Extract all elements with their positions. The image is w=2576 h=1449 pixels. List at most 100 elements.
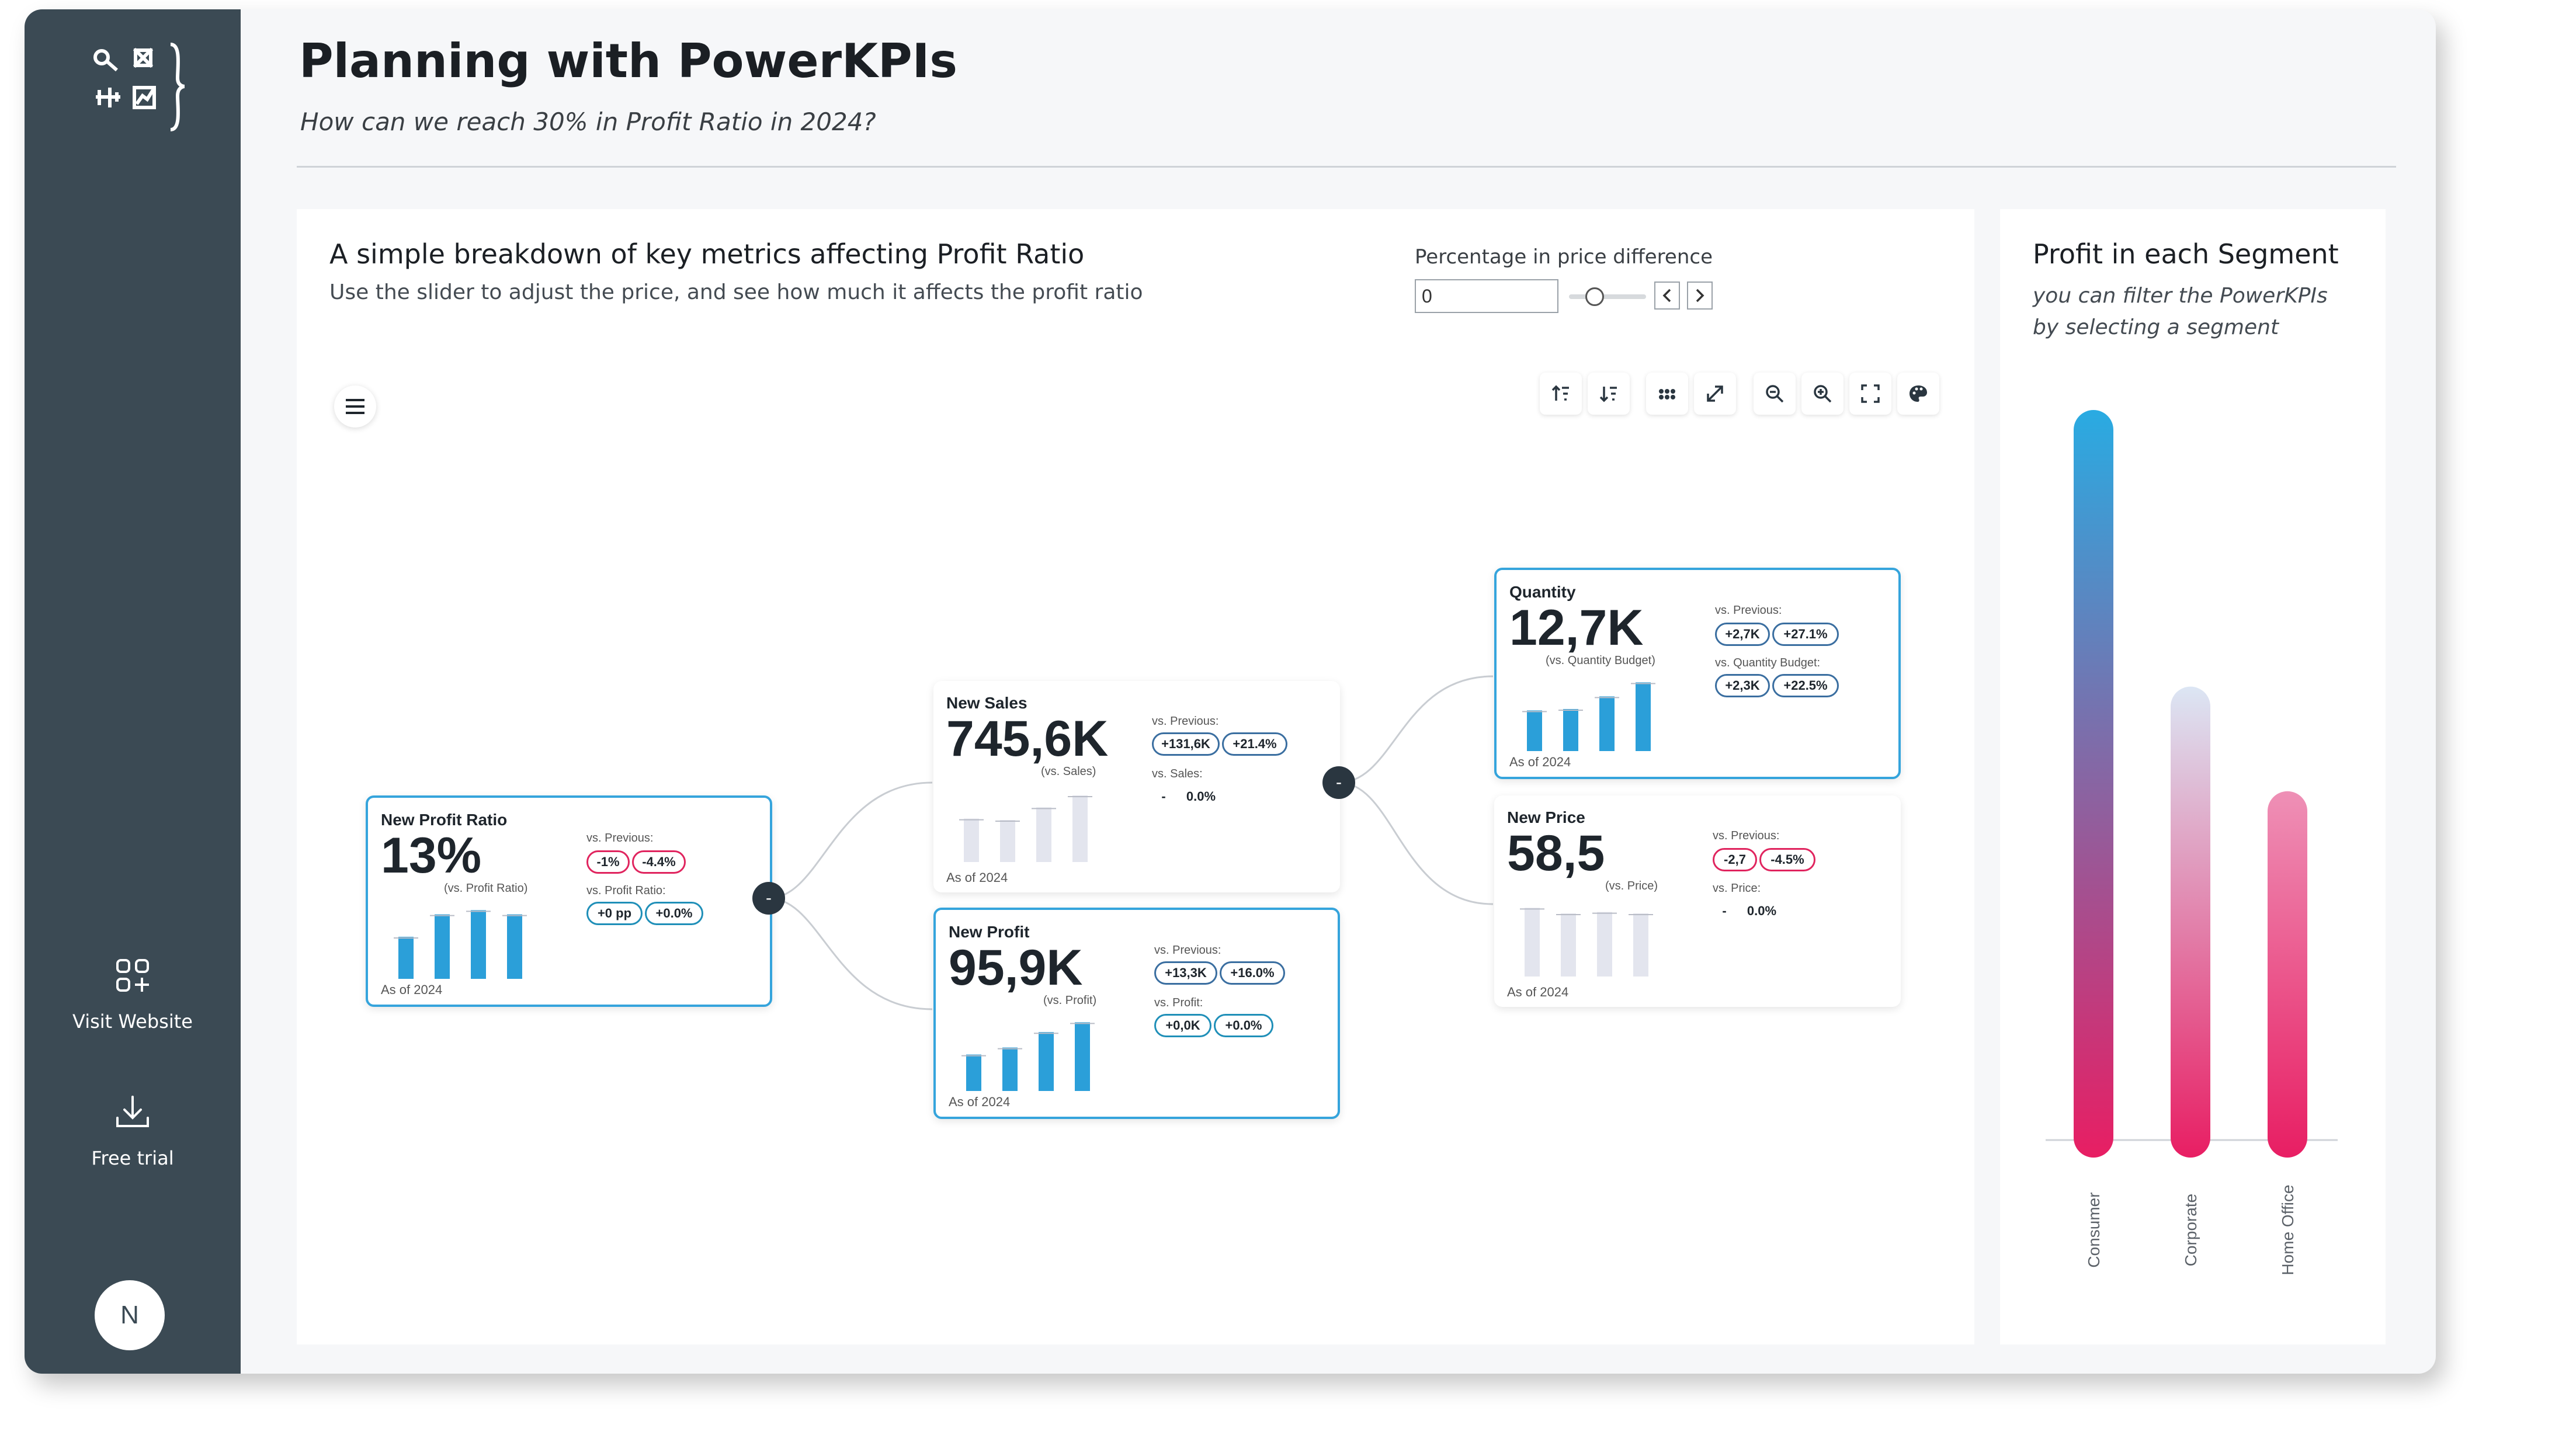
collapse-profit-ratio-button[interactable]: - — [752, 882, 785, 915]
cmp2-label: vs. Sales: — [1152, 767, 1203, 780]
spark-bar — [1525, 908, 1540, 977]
price-diff-label: Percentage in price difference — [1415, 245, 1713, 269]
kpi-name: New Profit Ratio — [381, 811, 508, 829]
segment-bar-consumer[interactable] — [2074, 410, 2113, 1158]
apps-add-icon — [116, 959, 149, 992]
kpi-name: New Price — [1507, 808, 1585, 826]
more-options-button[interactable] — [1646, 373, 1688, 415]
kpi-name: Quantity — [1509, 583, 1576, 601]
cmp1-pct-badge: -4.5% — [1759, 848, 1815, 871]
segment-bar-home-office[interactable] — [2268, 791, 2307, 1158]
chevron-left-icon — [1662, 289, 1671, 303]
hamburger-icon — [346, 399, 364, 414]
kpi-value: 95,9K — [949, 940, 1083, 996]
cmp1-pct-badge: -4.4% — [632, 850, 686, 874]
free-trial-button[interactable]: Free trial — [25, 1093, 241, 1169]
visit-website-button[interactable]: Visit Website — [25, 957, 241, 1033]
cmp2-pct-badge: +22.5% — [1772, 674, 1839, 697]
page-subtitle: How can we reach 30% in Profit Ratio in … — [300, 107, 876, 136]
sort-descending-button[interactable] — [1588, 373, 1630, 415]
spark-bar — [966, 1054, 981, 1091]
cmp1-delta-badge: +2,7K — [1715, 623, 1770, 646]
kpi-value: 58,5 — [1507, 825, 1605, 881]
breakdown-subtitle: Use the slider to adjust the price, and … — [329, 280, 1143, 304]
visit-website-label: Visit Website — [72, 1010, 193, 1033]
zoom-out-button[interactable] — [1754, 373, 1796, 415]
kpi-card-profit[interactable]: New Profit 95,9K (vs. Profit) vs. Previo… — [933, 908, 1340, 1119]
kpi-sparkbars — [961, 1022, 1095, 1091]
spark-bar — [1636, 682, 1651, 751]
spark-bar — [1597, 912, 1612, 977]
spark-bar — [398, 937, 414, 979]
main-content: Planning with PowerKPIs How can we reach… — [241, 9, 2436, 1374]
cmp2-label: vs. Quantity Budget: — [1715, 656, 1821, 669]
kpi-value: 13% — [381, 828, 482, 884]
kpi-as-of: As of 2024 — [949, 1094, 1011, 1109]
spark-bar — [1072, 795, 1088, 862]
menu-button[interactable] — [334, 385, 376, 428]
cmp1-label: vs. Previous: — [586, 832, 654, 845]
cmp2-label: vs. Price: — [1713, 882, 1761, 895]
segment-bar-chart: Consumer Corporate Home Office — [2046, 410, 2338, 1276]
price-diff-slider-thumb[interactable] — [1585, 287, 1604, 306]
kpi-card-quantity[interactable]: Quantity 12,7K (vs. Quantity Budget) vs.… — [1494, 568, 1901, 779]
sidebar: Visit Website Free trial N — [25, 9, 241, 1374]
price-diff-input[interactable] — [1415, 279, 1558, 313]
app-logo — [93, 43, 185, 131]
kpi-card-profit-ratio[interactable]: New Profit Ratio 13% (vs. Profit Ratio) … — [366, 795, 772, 1007]
kpi-sparkbars — [394, 910, 527, 979]
x-tick-label: Corporate — [2182, 1194, 2200, 1267]
app-window: Visit Website Free trial N Planning with… — [25, 9, 2436, 1374]
sort-ascending-icon — [1551, 385, 1569, 401]
expand-icon — [1707, 385, 1723, 402]
spark-bar — [1075, 1022, 1090, 1091]
kpi-as-of: As of 2024 — [381, 982, 443, 997]
cmp2-delta-badge: - — [1713, 899, 1736, 923]
cmp2-pct-badge: 0.0% — [1178, 785, 1224, 808]
download-icon — [116, 1096, 149, 1127]
cmp2-label: vs. Profit: — [1154, 996, 1203, 1009]
zoom-in-button[interactable] — [1801, 373, 1844, 415]
fit-screen-button[interactable] — [1849, 373, 1891, 415]
spark-bar — [964, 818, 979, 862]
price-diff-slider-track[interactable] — [1569, 294, 1646, 299]
sort-ascending-button[interactable] — [1540, 373, 1582, 415]
cmp1-delta-badge: -2,7 — [1713, 848, 1757, 871]
user-avatar[interactable]: N — [95, 1280, 165, 1350]
cmp1-label: vs. Previous: — [1154, 944, 1221, 957]
page-title: Planning with PowerKPIs — [299, 34, 958, 88]
segment-subtitle: you can filter the PowerKPIs by selectin… — [2033, 284, 2328, 339]
spark-bar — [471, 910, 486, 979]
expand-button[interactable] — [1694, 373, 1736, 415]
cmp1-delta-badge: +13,3K — [1154, 961, 1217, 985]
spark-bar — [1599, 696, 1615, 751]
palette-button[interactable] — [1897, 373, 1939, 415]
dots-icon — [1659, 389, 1675, 399]
cmp1-label: vs. Previous: — [1713, 829, 1780, 842]
x-tick-label: Consumer — [2085, 1192, 2103, 1267]
increment-button[interactable] — [1687, 282, 1713, 310]
breakdown-title: A simple breakdown of key metrics affect… — [329, 238, 1085, 270]
spark-bar — [1000, 820, 1015, 862]
collapse-sales-button[interactable]: - — [1322, 766, 1355, 799]
segment-bar-corporate[interactable] — [2171, 686, 2210, 1158]
kpi-as-of: As of 2024 — [1509, 755, 1571, 769]
kpi-vs-label: (vs. Profit) — [1043, 994, 1097, 1007]
free-trial-label: Free trial — [91, 1147, 174, 1169]
cmp1-delta-badge: +131,6K — [1152, 732, 1220, 756]
kpi-card-price[interactable]: New Price 58,5 (vs. Price) vs. Previous:… — [1494, 795, 1901, 1007]
decrement-button[interactable] — [1654, 282, 1680, 310]
cmp2-delta-badge: +0 pp — [586, 902, 643, 925]
cmp1-pct-badge: +21.4% — [1222, 732, 1287, 756]
kpi-value: 12,7K — [1509, 600, 1644, 656]
cmp2-label: vs. Profit Ratio: — [586, 884, 666, 897]
spark-bar — [1561, 913, 1576, 977]
fit-screen-icon — [1861, 384, 1880, 403]
cmp2-delta-badge: - — [1152, 785, 1175, 808]
kpi-card-sales[interactable]: New Sales 745,6K (vs. Sales) vs. Previou… — [933, 681, 1340, 892]
cmp2-pct-badge: +0.0% — [645, 902, 703, 925]
spark-bar — [1527, 710, 1542, 751]
chevron-right-icon — [1696, 289, 1704, 303]
header-divider — [297, 166, 2396, 168]
kpi-sparkbars — [1520, 908, 1653, 977]
